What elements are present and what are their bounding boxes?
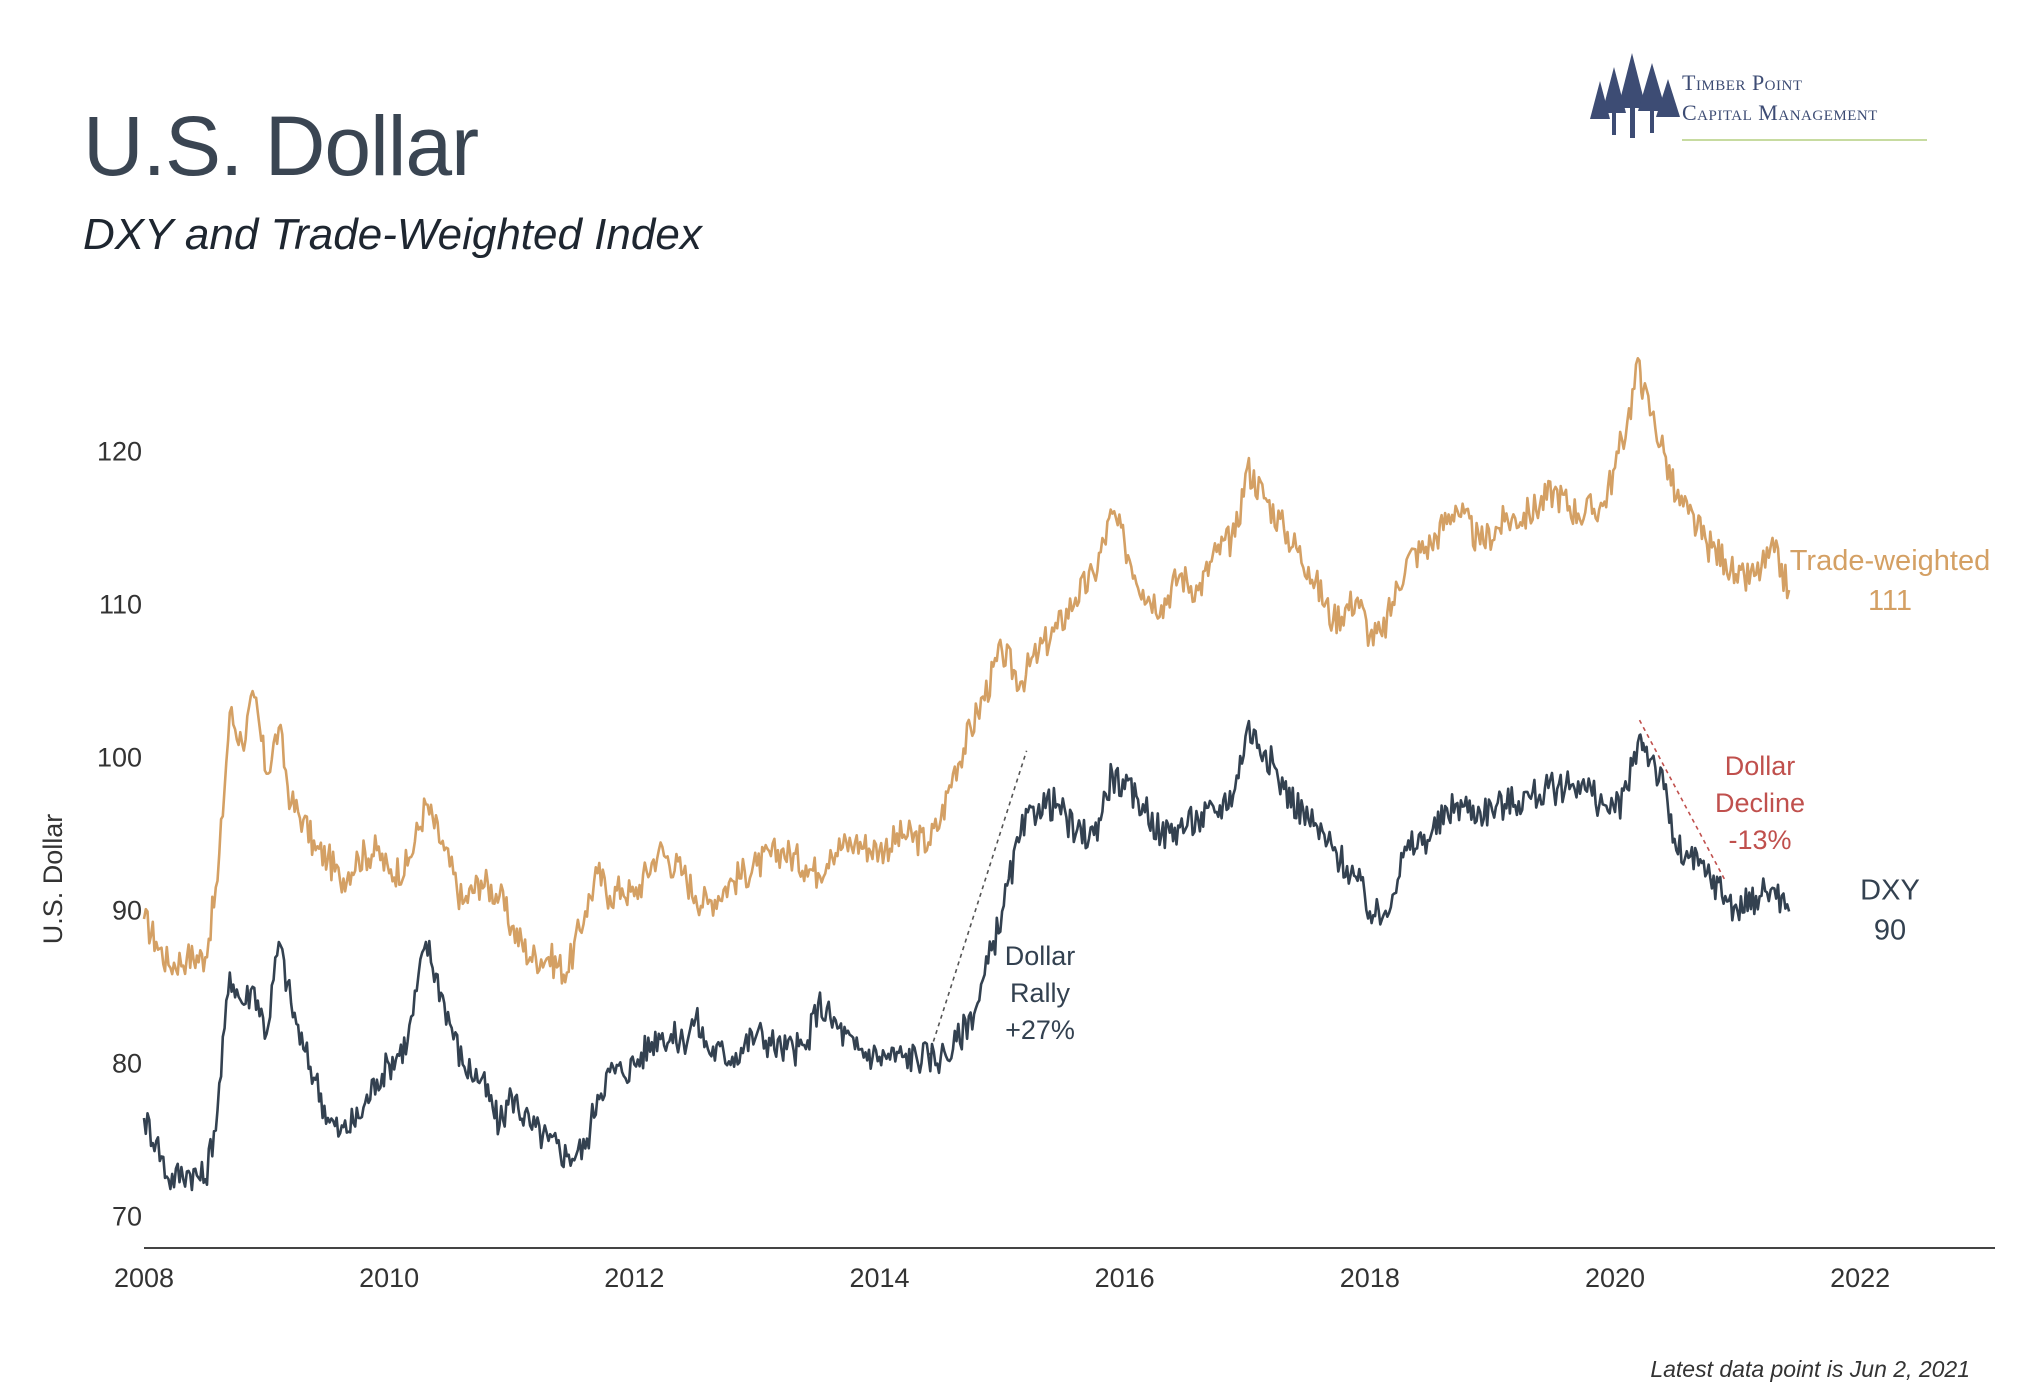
chart-annotations: Dollar Rally +27% Dollar Decline -13% xyxy=(927,719,1805,1057)
x-tick-label: 2016 xyxy=(1095,1263,1155,1293)
annotation-text-decline: Decline xyxy=(1715,788,1805,818)
company-logo: Timber Point Capital Management xyxy=(1590,48,1950,148)
logo-underline xyxy=(1682,139,1927,141)
x-tick-label: 2014 xyxy=(849,1263,909,1293)
data-footnote: Latest data point is Jun 2, 2021 xyxy=(1650,1356,1970,1382)
series-line-dxy xyxy=(142,719,1791,1192)
chart-axes: 2008 2010 2012 2014 2016 2018 2020 2022 70 80 90 10… xyxy=(38,436,1995,1293)
y-axis-label: U.S. Dollar xyxy=(38,814,68,945)
annotation-text-rally: Rally xyxy=(1010,978,1071,1008)
series-value-trade-weighted: 111 xyxy=(1868,585,1912,617)
annotation-text-rally: Dollar xyxy=(1005,941,1076,971)
x-tick-label: 2010 xyxy=(359,1263,419,1293)
chart-series xyxy=(142,357,1791,1192)
x-tick-label: 2008 xyxy=(114,1263,174,1293)
page-subtitle: DXY and Trade-Weighted Index xyxy=(83,210,702,259)
series-line-trade-weighted xyxy=(142,357,1791,985)
chart-series-labels: Trade-weighted 111 DXY 90 xyxy=(1790,545,1990,946)
annotation-text-decline: -13% xyxy=(1728,825,1791,855)
series-value-dxy: 90 xyxy=(1874,914,1906,946)
x-tick-label: 2012 xyxy=(604,1263,664,1293)
annotation-line-rally xyxy=(927,750,1028,1057)
logo-line-1: Timber Point xyxy=(1682,70,1803,95)
x-tick-label: 2022 xyxy=(1830,1263,1890,1293)
y-tick-label: 70 xyxy=(112,1201,142,1231)
annotation-line-decline xyxy=(1638,719,1727,882)
y-tick-label: 90 xyxy=(112,895,142,925)
series-label-dxy: DXY xyxy=(1860,874,1920,906)
annotation-text-decline: Dollar xyxy=(1725,751,1796,781)
series-label-trade-weighted: Trade-weighted xyxy=(1790,545,1990,577)
pine-trees-icon xyxy=(1590,53,1680,138)
annotation-text-rally: +27% xyxy=(1005,1015,1075,1045)
y-tick-label: 100 xyxy=(97,742,142,772)
y-tick-label: 120 xyxy=(97,436,142,466)
page-title: U.S. Dollar xyxy=(83,99,479,193)
x-tick-label: 2020 xyxy=(1585,1263,1645,1293)
logo-line-2: Capital Management xyxy=(1682,100,1878,125)
x-tick-label: 2018 xyxy=(1340,1263,1400,1293)
y-tick-label: 80 xyxy=(112,1048,142,1078)
y-tick-label: 110 xyxy=(99,589,142,619)
